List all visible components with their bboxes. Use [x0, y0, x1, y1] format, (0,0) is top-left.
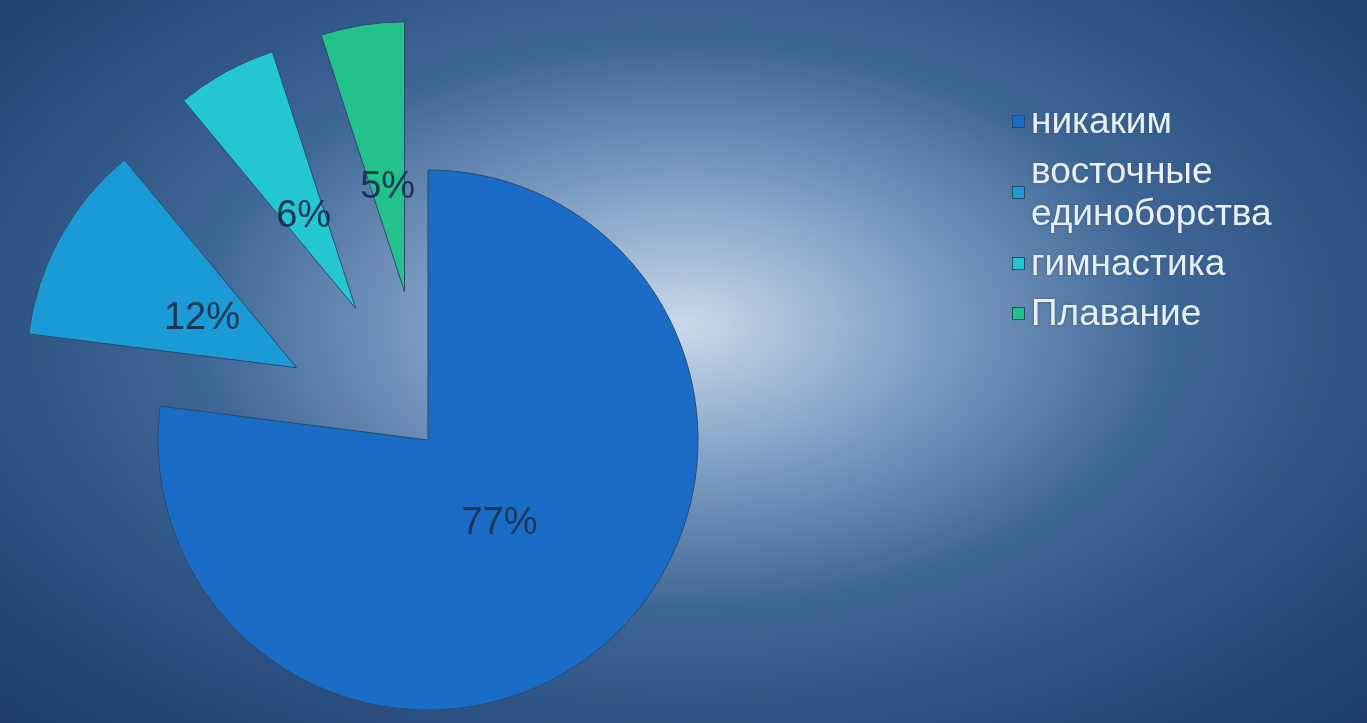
svg-text:5%: 5%: [360, 164, 415, 206]
html-text:восточные единоборства: восточные единоборства: [1031, 150, 1272, 233]
html-text:Плавание: Плавание: [1031, 292, 1202, 333]
svg-text:12%: 12%: [164, 295, 240, 337]
html-text:гимнастика: гимнастика: [1031, 242, 1226, 283]
svg-text:6%: 6%: [276, 193, 331, 235]
svg-text:77%: 77%: [461, 500, 537, 542]
html-text:никаким: никаким: [1031, 100, 1172, 141]
